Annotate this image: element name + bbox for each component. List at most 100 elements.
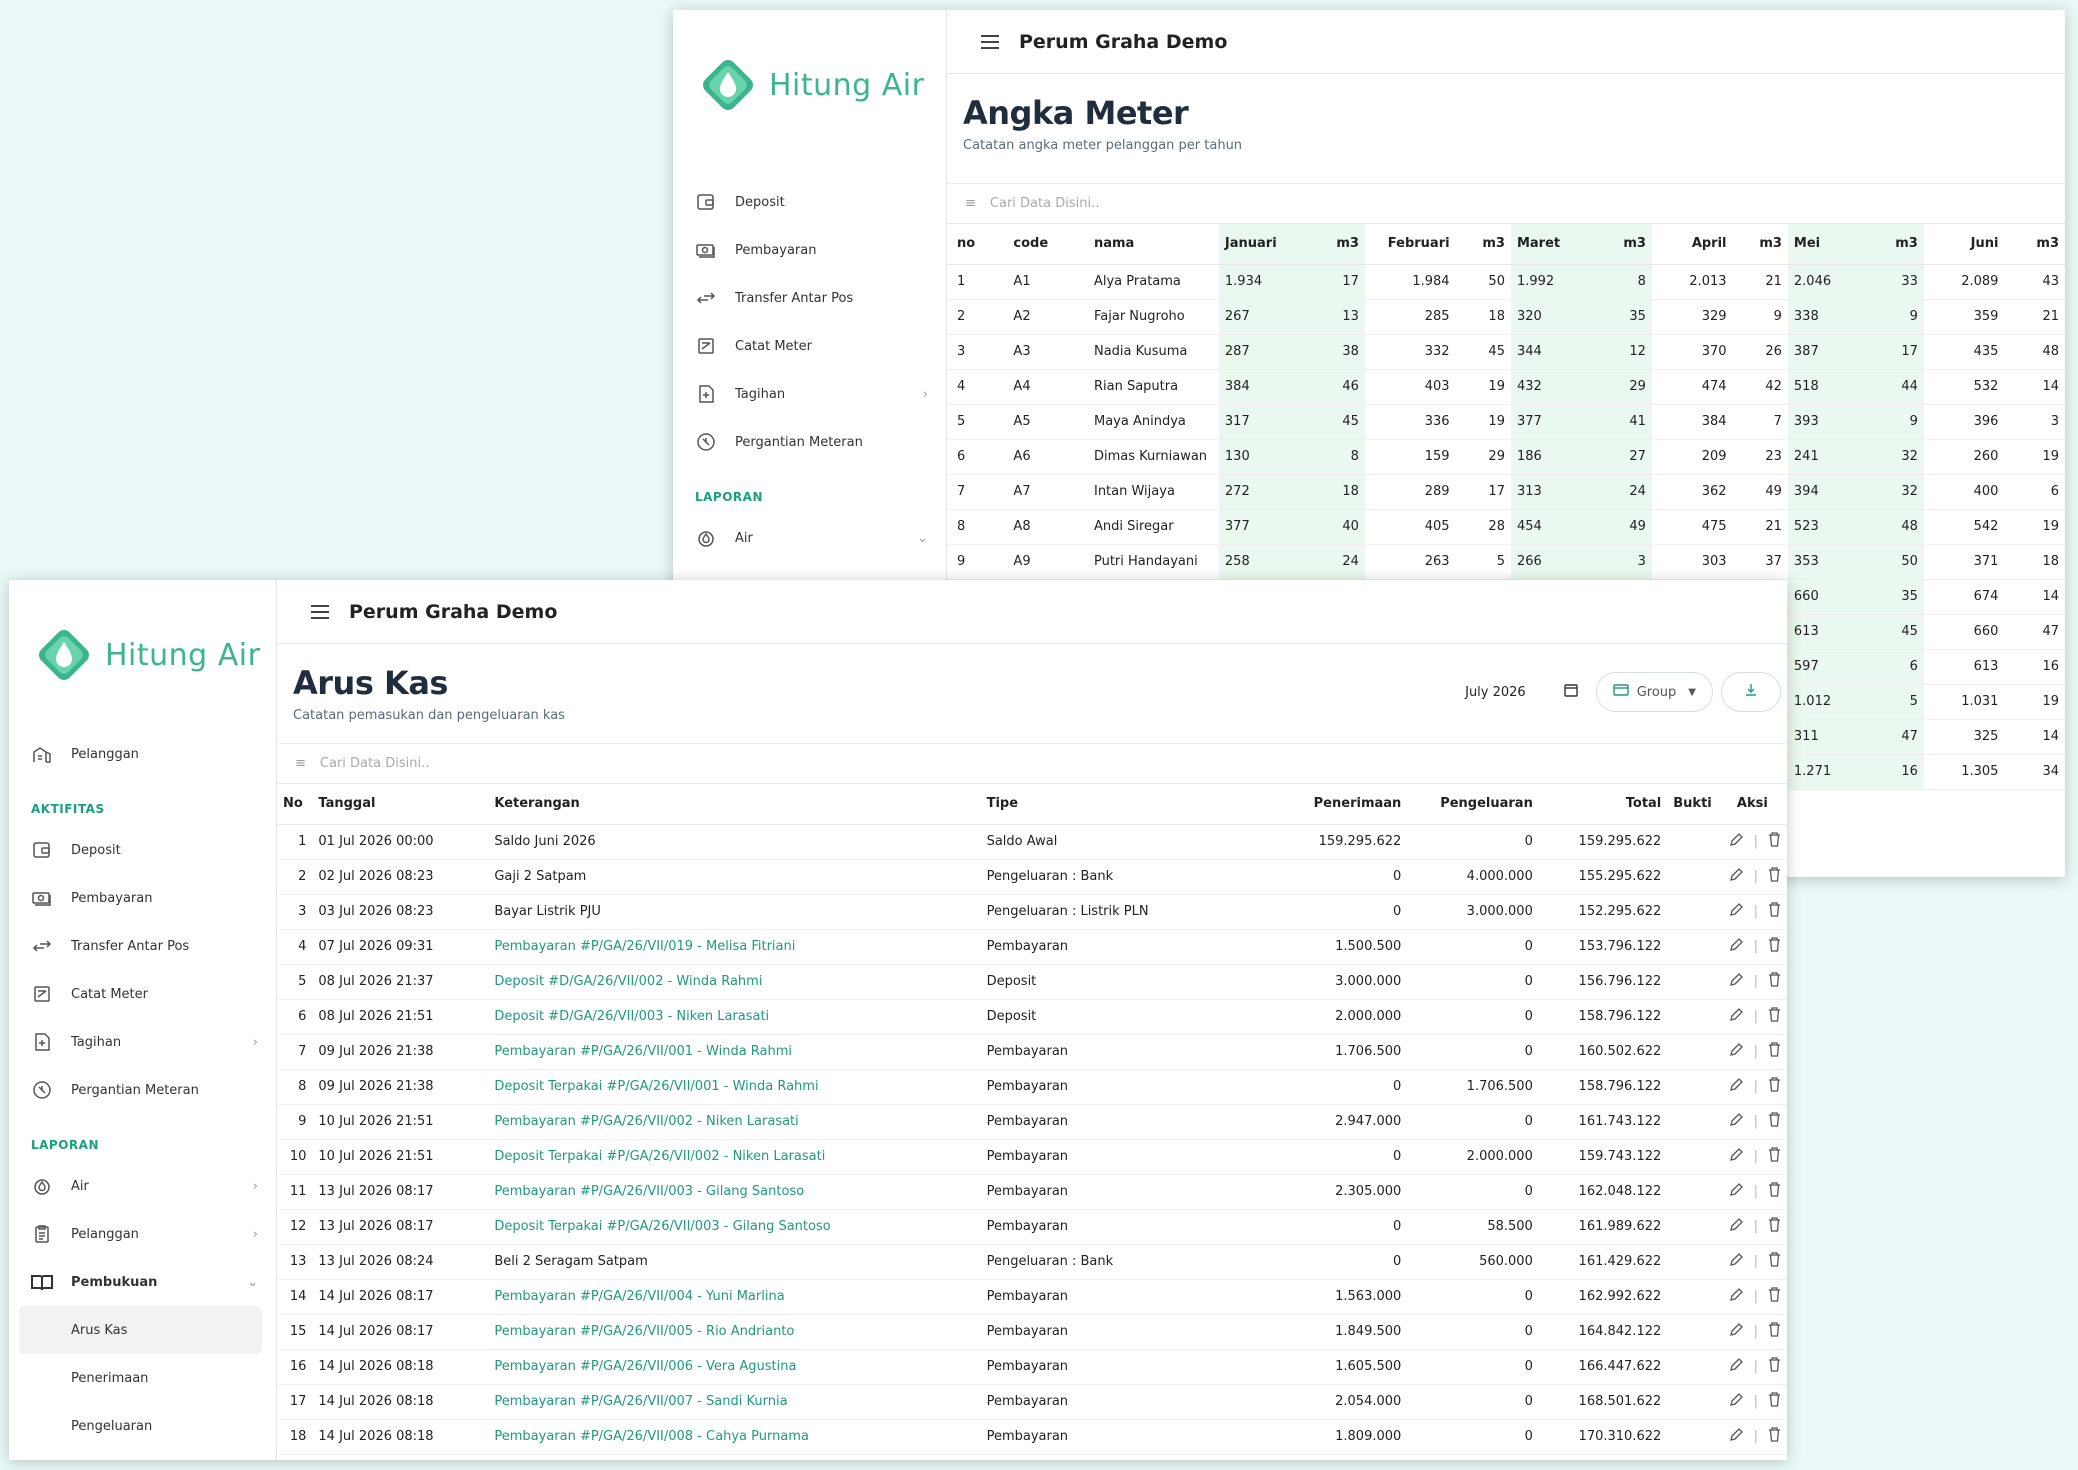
trash-icon[interactable] — [1768, 902, 1781, 921]
table-row[interactable]: 17 14 Jul 2026 08:18 Pembayaran #P/GA/26/V… — [277, 1384, 1787, 1420]
table-row[interactable]: 3 03 Jul 2026 08:23 Bayar Listrik PJU Penge… — [277, 894, 1787, 930]
column-header[interactable]: Penerimaan — [1238, 784, 1408, 825]
column-header[interactable]: Keterangan — [488, 784, 981, 825]
column-header[interactable]: April — [1651, 224, 1733, 265]
table-row[interactable]: 9 A9 Putri Handayani 258 24 263 5 266 3 303 37 353 5… — [947, 544, 2065, 580]
edit-icon[interactable] — [1729, 937, 1744, 956]
search-input[interactable]: Cari Data Disini.. — [319, 756, 430, 771]
table-row[interactable]: 4 07 Jul 2026 09:31 Pembayaran #P/GA/26/VI… — [277, 929, 1787, 965]
sidebar-item-pergantian-meteran[interactable]: Pergantian Meteran — [695, 418, 932, 466]
keterangan-link[interactable]: Pembayaran #P/GA/26/VII/005 - Rio Andria… — [488, 1314, 981, 1350]
column-header[interactable]: m3 — [1304, 224, 1365, 265]
table-row[interactable]: 2 02 Jul 2026 08:23 Gaji 2 Satpam Pengeluar… — [277, 859, 1787, 895]
keterangan-link[interactable]: Deposit Terpakai #P/GA/26/VII/003 - Gila… — [488, 1209, 981, 1245]
search-bar[interactable]: ≡ Cari Data Disini.. — [947, 184, 2065, 224]
column-header[interactable]: m3 — [1591, 224, 1652, 265]
sidebar-item-pembukuan[interactable]: Pembukuan ⌄ — [31, 1258, 262, 1306]
sidebar-item-pembayaran[interactable]: Pembayaran — [695, 226, 932, 274]
trash-icon[interactable] — [1768, 972, 1781, 991]
trash-icon[interactable] — [1768, 832, 1781, 851]
table-row[interactable]: 12 13 Jul 2026 08:17 Deposit Terpakai #P/G… — [277, 1209, 1787, 1245]
sidebar-item-deposit[interactable]: Deposit — [31, 826, 262, 874]
logo[interactable]: Hitung Air — [29, 620, 260, 690]
edit-icon[interactable] — [1729, 1112, 1744, 1131]
keterangan-link[interactable]: Deposit #D/GA/26/VII/003 - Niken Larasat… — [488, 999, 981, 1035]
sidebar-item-transfer[interactable]: Transfer Antar Pos — [31, 922, 262, 970]
column-header[interactable]: Total — [1538, 784, 1668, 825]
column-header[interactable]: No — [277, 784, 313, 825]
sidebar-item-catat-meter[interactable]: Catat Meter — [31, 970, 262, 1018]
sidebar-item-penerimaan[interactable]: Penerimaan — [31, 1354, 262, 1402]
table-row[interactable]: 11 13 Jul 2026 08:17 Pembayaran #P/GA/26/V… — [277, 1174, 1787, 1210]
keterangan-link[interactable]: Pembayaran #P/GA/26/VII/008 - Cahya Purn… — [488, 1419, 981, 1455]
trash-icon[interactable] — [1768, 1392, 1781, 1411]
column-header[interactable]: Februari — [1364, 224, 1456, 265]
column-header[interactable]: Januari — [1218, 224, 1305, 265]
sidebar-item-pergantian-meteran[interactable]: Pergantian Meteran — [31, 1066, 262, 1114]
trash-icon[interactable] — [1768, 1322, 1781, 1341]
edit-icon[interactable] — [1729, 1007, 1744, 1026]
edit-icon[interactable] — [1729, 1042, 1744, 1061]
sidebar-item-tagihan[interactable]: Tagihan › — [695, 370, 932, 418]
edit-icon[interactable] — [1729, 1322, 1744, 1341]
edit-icon[interactable] — [1729, 1147, 1744, 1166]
download-button[interactable] — [1721, 672, 1781, 712]
table-row[interactable]: 4 A4 Rian Saputra 384 46 403 19 432 29 474 42 518 44… — [947, 369, 2065, 405]
edit-icon[interactable] — [1729, 832, 1744, 851]
sidebar-item-pelanggan[interactable]: Pelanggan — [31, 730, 262, 778]
keterangan-link[interactable]: Pembayaran #P/GA/26/VII/004 - Yuni Marli… — [488, 1279, 981, 1315]
table-row[interactable]: 8 09 Jul 2026 21:38 Deposit Terpakai #P/GA… — [277, 1069, 1787, 1105]
column-header[interactable]: Tipe — [980, 784, 1239, 825]
edit-icon[interactable] — [1729, 1217, 1744, 1236]
column-header[interactable]: m3 — [2004, 224, 2065, 265]
table-row[interactable]: 18 14 Jul 2026 08:18 Pembayaran #P/GA/26/V… — [277, 1419, 1787, 1455]
sidebar-item-laporan-pelanggan[interactable]: Pelanggan › — [31, 1210, 262, 1258]
column-header[interactable]: Mei — [1787, 224, 1869, 265]
search-bar[interactable]: ≡ Cari Data Disini.. — [277, 744, 1787, 784]
column-header[interactable]: Tanggal — [312, 784, 489, 825]
keterangan-link[interactable]: Deposit #D/GA/26/VII/002 - Winda Rahmi — [488, 964, 981, 1000]
table-row[interactable]: 1 A1 Alya Pratama 1.934 17 1.984 50 1.992 8 2.013… — [947, 264, 2065, 300]
table-row[interactable]: 16 14 Jul 2026 08:18 Pembayaran #P/GA/26/V… — [277, 1349, 1787, 1385]
table-row[interactable]: 13 13 Jul 2026 08:24 Beli 2 Seragam Satpam… — [277, 1244, 1787, 1280]
column-header[interactable]: Bukti — [1667, 784, 1718, 825]
keterangan-link[interactable]: Pembayaran #P/GA/26/VII/019 - Melisa Fit… — [488, 929, 981, 965]
trash-icon[interactable] — [1768, 1357, 1781, 1376]
column-header[interactable]: nama — [1087, 224, 1219, 265]
sidebar-item-catat-meter[interactable]: Catat Meter — [695, 322, 932, 370]
group-button[interactable]: Group ▼ — [1595, 672, 1713, 712]
trash-icon[interactable] — [1768, 1077, 1781, 1096]
edit-icon[interactable] — [1729, 1427, 1744, 1446]
column-header[interactable]: m3 — [1732, 224, 1788, 265]
column-header[interactable]: Juni — [1923, 224, 2005, 265]
sidebar-item-tagihan[interactable]: Tagihan › — [31, 1018, 262, 1066]
sidebar-item-pengeluaran[interactable]: Pengeluaran — [31, 1402, 262, 1450]
sidebar-item-air[interactable]: Air › — [31, 1162, 262, 1210]
sidebar-item-arus-kas[interactable]: Arus Kas — [19, 1306, 262, 1354]
edit-icon[interactable] — [1729, 972, 1744, 991]
trash-icon[interactable] — [1768, 937, 1781, 956]
keterangan-link[interactable]: Pembayaran #P/GA/26/VII/006 - Vera Agust… — [488, 1349, 981, 1385]
trash-icon[interactable] — [1768, 1007, 1781, 1026]
trash-icon[interactable] — [1768, 1182, 1781, 1201]
column-header[interactable]: m3 — [1868, 224, 1924, 265]
trash-icon[interactable] — [1768, 1287, 1781, 1306]
column-header[interactable]: code — [1007, 224, 1088, 265]
table-row[interactable]: 6 A6 Dimas Kurniawan 130 8 159 29 186 27 209 23 241… — [947, 439, 2065, 475]
table-row[interactable]: 14 14 Jul 2026 08:17 Pembayaran #P/GA/26/V… — [277, 1279, 1787, 1315]
table-row[interactable]: 1 01 Jul 2026 00:00 Saldo Juni 2026 Saldo A… — [277, 824, 1787, 860]
trash-icon[interactable] — [1768, 867, 1781, 886]
menu-icon[interactable] — [981, 34, 999, 49]
edit-icon[interactable] — [1729, 1287, 1744, 1306]
trash-icon[interactable] — [1768, 1042, 1781, 1061]
calendar-icon[interactable] — [1564, 683, 1578, 701]
search-input[interactable]: Cari Data Disini.. — [989, 196, 1100, 211]
table-row[interactable]: 2 A2 Fajar Nugroho 267 13 285 18 320 35 329 9 338 9 3… — [947, 299, 2065, 335]
table-row[interactable]: 3 A3 Nadia Kusuma 287 38 332 45 344 12 370 26 387 17… — [947, 334, 2065, 370]
month-picker[interactable]: July 2026 — [1465, 683, 1588, 701]
keterangan-link[interactable]: Deposit Terpakai #P/GA/26/VII/002 - Nike… — [488, 1139, 981, 1175]
column-header[interactable]: no — [947, 224, 1008, 265]
table-row[interactable]: 7 A7 Intan Wijaya 272 18 289 17 313 24 362 49 394 32… — [947, 474, 2065, 510]
column-header[interactable]: Maret — [1510, 224, 1592, 265]
table-row[interactable]: 5 A5 Maya Anindya 317 45 336 19 377 41 384 7 393 9 39… — [947, 404, 2065, 440]
